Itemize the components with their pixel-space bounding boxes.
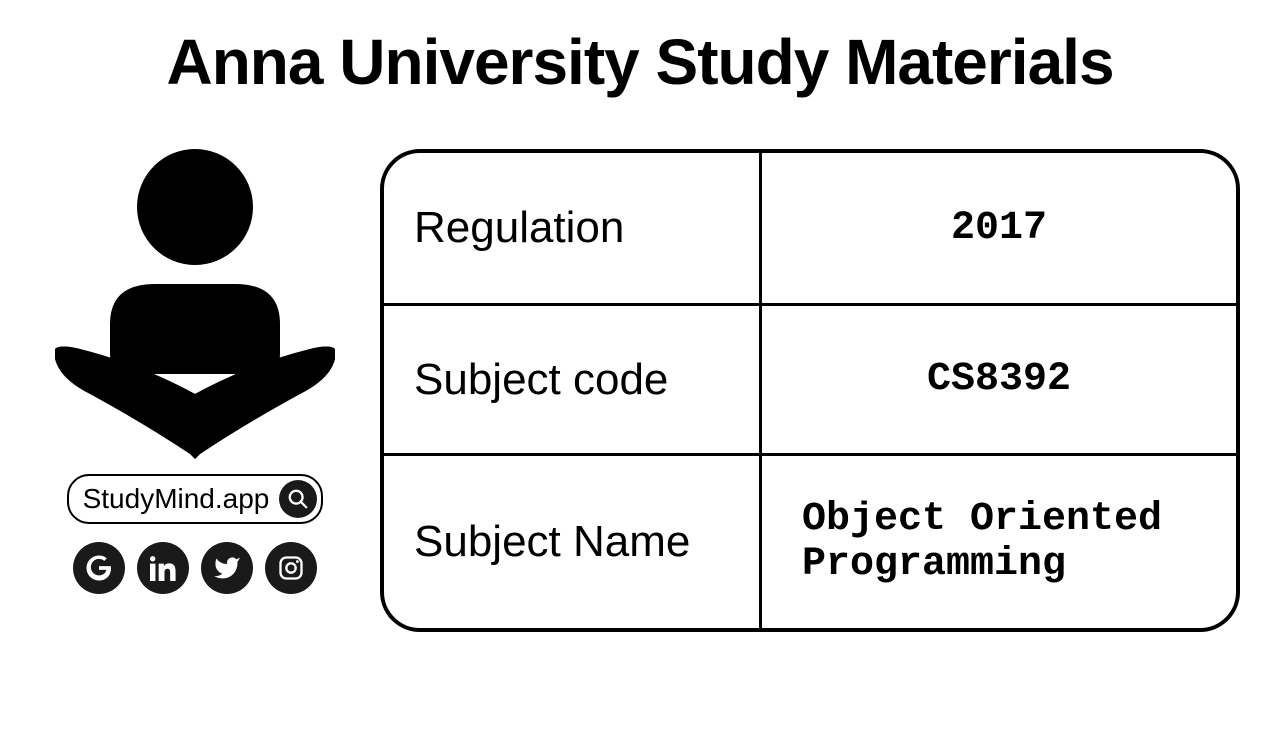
info-table: Regulation 2017 Subject code CS8392 Subj… [380, 149, 1240, 632]
info-table-wrap: Regulation 2017 Subject code CS8392 Subj… [380, 149, 1250, 632]
row-value-regulation: 2017 [762, 153, 1236, 303]
row-value-subject-name: Object Oriented Programming [762, 456, 1236, 628]
twitter-icon[interactable] [201, 542, 253, 594]
social-row [73, 542, 317, 594]
row-label-regulation: Regulation [384, 153, 762, 303]
search-icon[interactable] [279, 480, 317, 518]
table-row: Regulation 2017 [384, 153, 1236, 303]
left-panel: StudyMind.app [30, 149, 360, 632]
table-row: Subject code CS8392 [384, 303, 1236, 453]
row-label-subject-name: Subject Name [384, 456, 762, 628]
reader-icon [50, 149, 340, 459]
linkedin-icon[interactable] [137, 542, 189, 594]
table-row: Subject Name Object Oriented Programming [384, 453, 1236, 628]
page-title: Anna University Study Materials [0, 25, 1280, 99]
instagram-icon[interactable] [265, 542, 317, 594]
row-value-subject-code: CS8392 [762, 306, 1236, 453]
brand-name: StudyMind.app [83, 483, 270, 515]
row-label-subject-code: Subject code [384, 306, 762, 453]
brand-pill[interactable]: StudyMind.app [67, 474, 324, 524]
content-area: StudyMind.app [0, 149, 1280, 632]
google-icon[interactable] [73, 542, 125, 594]
